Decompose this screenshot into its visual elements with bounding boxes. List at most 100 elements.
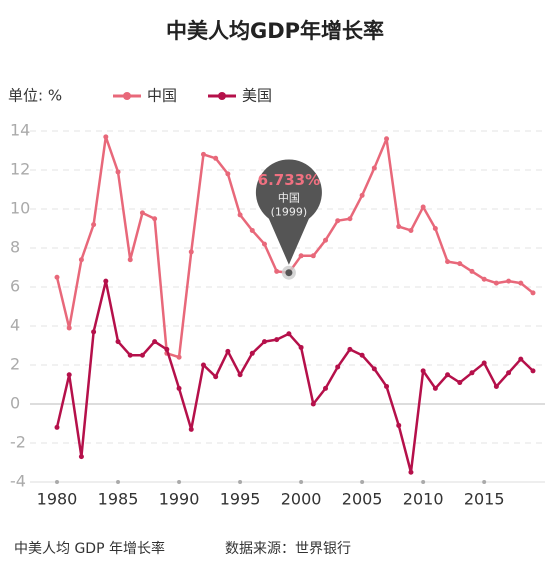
data-point xyxy=(261,339,267,345)
series-line xyxy=(55,135,534,359)
data-point xyxy=(200,151,206,157)
x-tick-label: 2010 xyxy=(403,490,444,509)
x-tick-mark xyxy=(238,480,243,484)
data-point xyxy=(396,422,402,428)
data-point xyxy=(530,368,536,374)
data-point xyxy=(384,136,390,142)
x-tick-label: 2005 xyxy=(342,490,383,509)
highlight-point xyxy=(285,269,293,277)
data-point xyxy=(176,385,182,391)
tooltip-year: (1999) xyxy=(271,206,308,219)
x-tick-mark xyxy=(482,480,487,484)
data-point xyxy=(164,346,170,352)
data-point xyxy=(152,339,158,345)
data-point xyxy=(213,155,219,161)
data-point xyxy=(347,216,353,222)
data-point xyxy=(371,366,377,372)
x-tick-mark xyxy=(421,480,426,484)
data-point xyxy=(152,216,158,222)
data-point xyxy=(432,226,438,231)
data-point xyxy=(103,278,109,284)
data-point xyxy=(310,253,316,259)
data-point xyxy=(188,426,194,432)
data-point xyxy=(408,227,414,233)
data-point xyxy=(54,274,60,280)
data-point xyxy=(225,348,231,354)
legend-marker xyxy=(218,92,226,100)
data-point xyxy=(335,218,341,224)
data-point xyxy=(420,368,426,374)
y-tick-label: 12 xyxy=(10,160,30,179)
data-point xyxy=(78,257,84,263)
data-point xyxy=(384,383,390,389)
data-point xyxy=(493,280,499,286)
data-point xyxy=(115,339,121,345)
data-point xyxy=(335,364,341,370)
data-point xyxy=(445,259,451,265)
data-point xyxy=(323,237,329,243)
data-point xyxy=(457,380,463,386)
x-tick-label: 1990 xyxy=(159,490,200,509)
data-point xyxy=(481,276,487,282)
data-point xyxy=(445,372,451,378)
data-point xyxy=(249,227,255,233)
x-tick-mark xyxy=(116,480,121,484)
data-point xyxy=(176,354,182,360)
data-point xyxy=(506,370,512,376)
y-tick-label: 14 xyxy=(10,121,30,140)
y-tick-label: 2 xyxy=(10,355,20,374)
data-point xyxy=(359,352,365,358)
x-tick-label: 2015 xyxy=(464,490,505,509)
legend-label: 美国 xyxy=(242,87,272,105)
tooltip-series: 中国 xyxy=(278,192,300,205)
y-tick-label: 6 xyxy=(10,277,20,296)
x-tick-mark xyxy=(360,480,365,484)
legend-label: 中国 xyxy=(147,87,177,105)
data-point xyxy=(347,346,353,352)
data-point xyxy=(396,224,402,230)
data-point xyxy=(54,424,60,430)
data-point xyxy=(457,261,463,267)
y-tick-label: 0 xyxy=(10,394,20,413)
x-tick-label: 1980 xyxy=(37,490,78,509)
data-point xyxy=(213,374,219,380)
data-point xyxy=(274,268,280,274)
data-point xyxy=(408,469,414,475)
x-tick-mark xyxy=(299,480,304,484)
data-point xyxy=(200,362,206,368)
data-point xyxy=(78,454,84,460)
data-point xyxy=(286,331,292,337)
data-point xyxy=(469,268,475,274)
data-point xyxy=(91,329,97,335)
data-point xyxy=(188,249,194,255)
y-tick-label: 8 xyxy=(10,238,20,257)
data-point xyxy=(310,401,316,407)
data-point xyxy=(506,278,512,284)
x-tick-label: 1985 xyxy=(98,490,139,509)
x-tick-mark xyxy=(177,480,182,484)
data-point xyxy=(139,352,145,358)
data-point xyxy=(237,372,243,378)
data-point xyxy=(115,169,121,175)
y-tick-label: 4 xyxy=(10,316,20,335)
data-point xyxy=(249,350,255,356)
y-tick-label: 10 xyxy=(10,199,30,218)
data-point xyxy=(530,290,536,296)
y-tick-label: -4 xyxy=(10,472,26,491)
footnote: 中美人均 GDP 年增长率 xyxy=(14,540,165,557)
source: 数据来源：世界银行 xyxy=(225,541,351,557)
data-point xyxy=(274,337,280,343)
data-point xyxy=(66,372,72,378)
x-tick-label: 1995 xyxy=(220,490,261,509)
data-point xyxy=(481,360,487,366)
data-point xyxy=(298,253,304,259)
data-point xyxy=(66,325,72,331)
data-point xyxy=(469,370,475,376)
series-line xyxy=(55,279,534,474)
data-point xyxy=(518,356,524,362)
data-point xyxy=(139,210,145,216)
data-point xyxy=(359,192,365,198)
data-point xyxy=(420,204,426,210)
data-point xyxy=(103,134,109,140)
